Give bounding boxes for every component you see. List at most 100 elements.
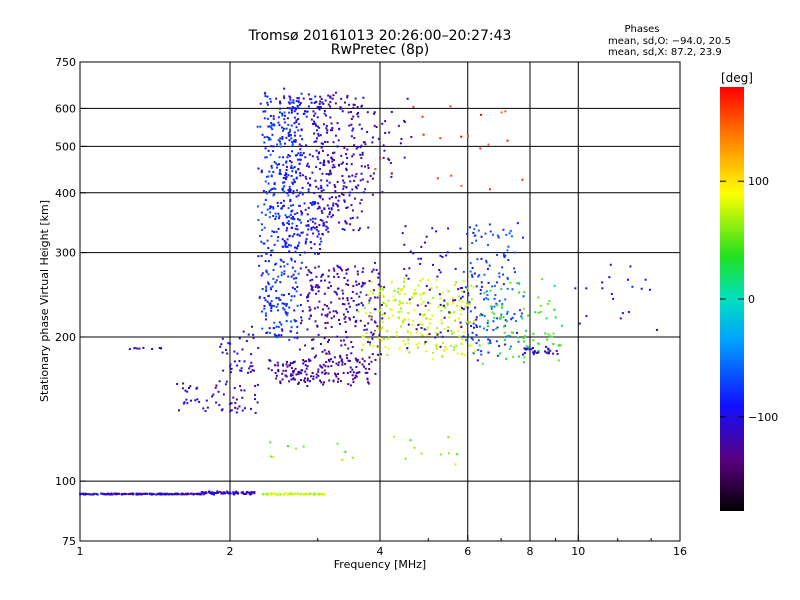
data-point — [224, 348, 227, 351]
data-point — [229, 492, 232, 495]
data-point — [272, 492, 275, 495]
data-point — [337, 266, 340, 269]
data-point — [425, 317, 428, 320]
data-point — [494, 294, 497, 297]
data-point — [322, 189, 325, 192]
data-point — [324, 371, 327, 374]
data-point — [326, 141, 329, 144]
data-point — [324, 365, 327, 368]
data-point — [395, 331, 398, 334]
data-point — [417, 346, 420, 349]
data-point — [290, 217, 293, 220]
data-point — [251, 369, 254, 372]
data-point — [330, 172, 333, 175]
data-point — [309, 492, 312, 495]
data-point — [444, 345, 447, 348]
data-point — [320, 381, 323, 384]
data-point — [412, 105, 415, 108]
data-point — [234, 401, 237, 404]
data-point — [523, 352, 526, 355]
data-point — [243, 360, 246, 363]
data-point — [266, 331, 269, 334]
data-point — [447, 452, 450, 455]
data-point — [341, 175, 344, 178]
data-point — [312, 226, 315, 229]
data-point — [445, 347, 448, 350]
data-point — [496, 326, 499, 329]
data-point — [317, 492, 320, 495]
data-point — [310, 226, 313, 229]
data-point — [366, 293, 369, 296]
phase-stats-heading: Phases — [624, 24, 659, 35]
data-point — [442, 341, 445, 344]
data-point — [357, 184, 360, 187]
data-point — [350, 352, 353, 355]
data-point — [377, 327, 380, 330]
data-point — [291, 222, 294, 225]
data-point — [291, 266, 294, 269]
data-point — [325, 127, 328, 130]
data-point — [315, 140, 318, 143]
data-point — [244, 492, 247, 495]
data-point — [344, 363, 347, 366]
data-point — [272, 304, 275, 307]
data-point — [473, 272, 476, 275]
data-point — [521, 317, 524, 320]
data-point — [294, 139, 297, 142]
data-point — [212, 492, 215, 495]
data-point — [289, 200, 292, 203]
data-point — [468, 321, 471, 324]
data-point — [313, 307, 316, 310]
data-point — [496, 354, 499, 357]
data-point — [317, 333, 320, 336]
data-point — [534, 311, 537, 314]
data-point — [273, 161, 276, 164]
data-point — [265, 271, 268, 274]
data-point — [475, 333, 478, 336]
data-point — [277, 139, 280, 142]
data-point — [241, 348, 244, 351]
data-point — [434, 336, 437, 339]
data-point — [389, 308, 392, 311]
data-point — [285, 160, 288, 163]
data-point — [283, 181, 286, 184]
data-point — [282, 199, 285, 202]
data-point — [240, 389, 243, 392]
data-point — [346, 372, 349, 375]
data-point — [308, 165, 311, 168]
data-point — [318, 206, 321, 209]
data-point — [284, 214, 287, 217]
data-point — [263, 141, 266, 144]
data-point — [272, 150, 275, 153]
data-point — [213, 493, 216, 496]
data-point — [329, 170, 332, 173]
data-point — [357, 111, 360, 114]
data-point — [349, 223, 352, 226]
data-point — [399, 142, 402, 145]
data-point — [328, 379, 331, 382]
data-point — [326, 215, 329, 218]
data-point — [282, 177, 285, 180]
data-point — [339, 266, 342, 269]
data-point — [271, 249, 274, 252]
data-point — [283, 97, 286, 100]
data-point — [279, 382, 282, 385]
data-point — [331, 129, 334, 132]
data-point — [144, 492, 147, 495]
data-point — [462, 308, 465, 311]
data-point — [291, 209, 294, 212]
data-point — [360, 144, 363, 147]
data-point — [305, 367, 308, 370]
data-point — [238, 360, 241, 363]
data-point — [379, 157, 382, 160]
data-point — [218, 490, 221, 493]
data-point — [205, 399, 208, 402]
data-point — [477, 348, 480, 351]
data-point — [323, 337, 326, 340]
data-point — [487, 342, 490, 345]
data-point — [609, 263, 612, 266]
data-point — [257, 167, 260, 170]
data-point — [417, 323, 420, 326]
data-point — [297, 106, 300, 109]
data-point — [484, 336, 487, 339]
